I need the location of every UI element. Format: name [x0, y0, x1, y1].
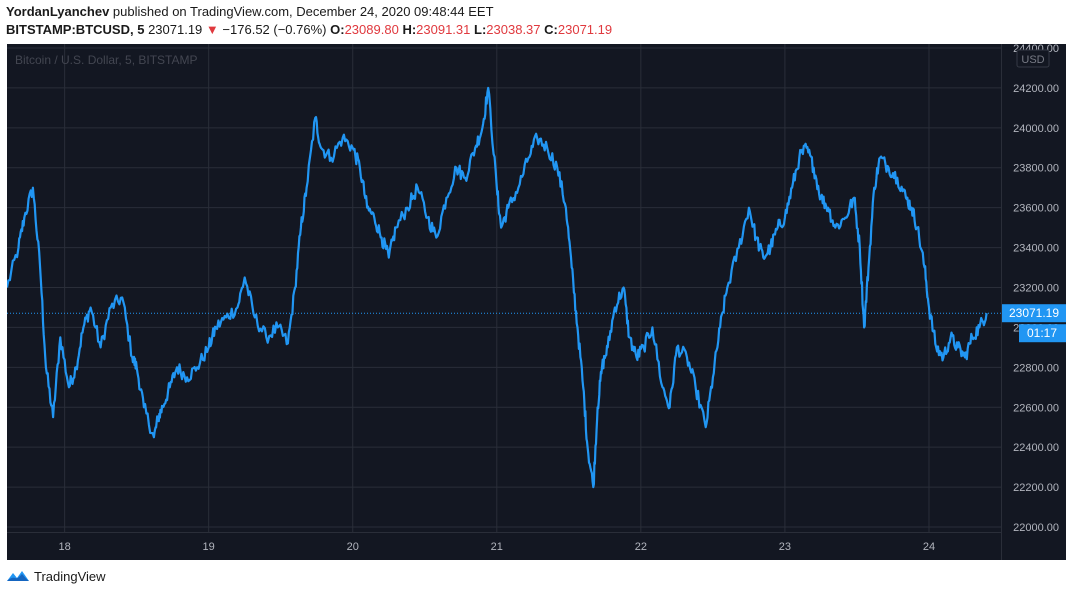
x-tick-label: 23: [779, 541, 791, 553]
current-price-tag: 23071.19 01:17: [1002, 304, 1066, 343]
y-tick-label: 23400.00: [1013, 243, 1059, 255]
y-tick-label: 22600.00: [1013, 402, 1059, 414]
currency-badge[interactable]: USD: [1016, 49, 1050, 68]
price-change: −176.52 (−0.76%): [222, 22, 327, 37]
countdown-label: 01:17: [1027, 326, 1057, 340]
y-tick-label: 23600.00: [1013, 203, 1059, 215]
close-value: 23071.19: [557, 22, 613, 37]
chart-background: [7, 44, 1066, 560]
y-tick-label: 23200.00: [1013, 283, 1059, 295]
x-tick-label: 20: [347, 541, 359, 553]
footer-brand[interactable]: TradingView: [6, 568, 106, 584]
last-price: 23071.19: [148, 22, 203, 37]
published-text: published on TradingView.com, December 2…: [109, 4, 494, 19]
currency-badge-frame: [1016, 49, 1050, 68]
tradingview-logo-icon: [7, 571, 29, 581]
y-tick-label: 23800.00: [1013, 163, 1059, 175]
x-tick-label: 24: [923, 541, 935, 553]
current-price-tag-bg: [1002, 304, 1066, 323]
countdown-tag-bg: [1019, 324, 1066, 343]
high-label: H:: [402, 22, 417, 37]
low-label: L:: [474, 22, 487, 37]
open-value: 23089.80: [344, 22, 399, 37]
author-name[interactable]: YordanLyanchev: [6, 4, 110, 19]
ticker-summary: BITSTAMP:BTCUSD, 5 23071.19 ▼ −176.52 (−…: [6, 22, 612, 37]
y-tick-label: 22800.00: [1013, 362, 1059, 374]
y-tick-label: 22000.00: [1013, 522, 1059, 534]
chart-grid: [7, 44, 1001, 532]
y-tick-label: 24000.00: [1013, 123, 1059, 135]
symbol-label: BITSTAMP:BTCUSD, 5: [6, 22, 145, 37]
time-axis-divider: [7, 532, 1001, 533]
x-tick-label: 22: [635, 541, 647, 553]
y-tick-label: 24400.00: [1013, 44, 1059, 55]
time-axis[interactable]: 18 19 20 21 22 23 24: [58, 541, 935, 553]
currency-label: USD: [1021, 54, 1044, 66]
x-tick-label: 21: [491, 541, 503, 553]
y-tick-label: 22400.00: [1013, 442, 1059, 454]
y-tick-label: 24200.00: [1013, 83, 1059, 95]
high-value: 23091.31: [416, 22, 471, 37]
price-axis-divider: [1001, 44, 1002, 560]
x-tick-label: 18: [58, 541, 70, 553]
x-tick-label: 19: [203, 541, 215, 553]
y-tick-label: 22200.00: [1013, 482, 1059, 494]
close-label: C:: [544, 22, 558, 37]
price-chart[interactable]: Bitcoin / U.S. Dollar, 5, BITSTAMP 22000…: [7, 44, 1066, 560]
footer-brand-name: TradingView: [34, 568, 106, 584]
publish-info: YordanLyanchev published on TradingView.…: [6, 4, 494, 19]
chart-title: Bitcoin / U.S. Dollar, 5, BITSTAMP: [15, 53, 198, 67]
price-line: [7, 86, 988, 489]
open-label: O:: [330, 22, 345, 37]
low-value: 23038.37: [486, 22, 541, 37]
down-arrow-icon: ▼: [205, 22, 219, 37]
current-price-label: 23071.19: [1009, 306, 1059, 320]
